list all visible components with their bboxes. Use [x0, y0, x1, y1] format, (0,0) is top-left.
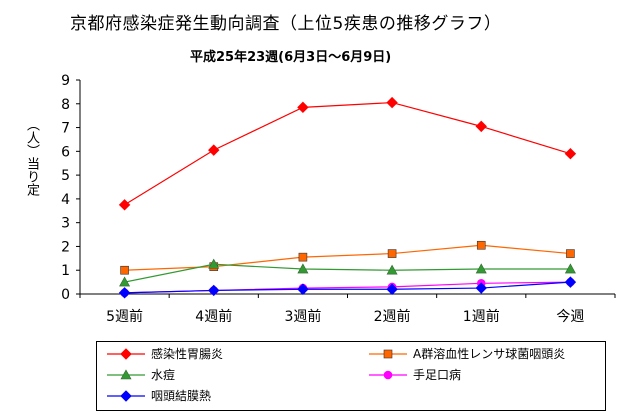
legend-label-0: 感染性胃腸炎: [151, 347, 224, 361]
data-point-0-3: [386, 96, 398, 109]
series-line-1: [124, 244, 571, 271]
series-line-2: [124, 263, 571, 283]
legend-item-3: 手足口病: [367, 367, 461, 383]
data-point-1-0: [120, 265, 129, 275]
data-point-4-1: [208, 284, 220, 297]
series-2: [119, 258, 576, 287]
legend-symbol-4: [107, 390, 145, 402]
legend-marker-2: [120, 369, 132, 380]
y-tick-label: 5: [61, 168, 70, 184]
data-point-2-5: [564, 263, 576, 274]
data-point-4-0: [118, 287, 131, 299]
series-4: [118, 276, 577, 299]
legend-label-3: 手足口病: [413, 368, 462, 382]
y-tick-label: 1: [61, 263, 70, 279]
data-point-1-5: [566, 249, 575, 258]
y-tick-label: 9: [61, 73, 70, 89]
data-point-4-4: [475, 282, 487, 294]
legend-item-0: 感染性胃腸炎: [105, 346, 223, 362]
y-tick-label: 3: [61, 216, 70, 232]
data-point-2-1: [208, 258, 220, 269]
data-point-1-3: [387, 249, 397, 258]
data-point-2-0: [119, 276, 131, 287]
x-tick-label: 1週前: [463, 308, 500, 325]
legend-label-4: 咽頭結膜熱: [151, 389, 212, 403]
x-tick-label: 5週前: [106, 308, 143, 325]
legend-item-4: 咽頭結膜熱: [105, 388, 211, 404]
data-point-0-0: [118, 199, 131, 211]
y-tick-label: 8: [61, 97, 70, 113]
legend-symbol-0: [107, 348, 145, 360]
legend-marker-0: [120, 348, 132, 360]
y-tick-label: 0: [61, 287, 70, 303]
legend-symbol-1: [369, 349, 407, 359]
data-point-0-4: [475, 120, 487, 133]
data-point-0-1: [208, 144, 220, 156]
x-tick-label: 今週: [556, 309, 584, 325]
legend-marker-3: [383, 370, 393, 380]
legend-marker-4: [120, 390, 132, 402]
legend: 感染性胃腸炎 A群溶血性レンサ球菌咽頭炎 水痘 手足口病 咽頭結膜熱: [96, 341, 606, 411]
chart-subtitle: 平成25年23週(6月3日～6月9日): [190, 50, 392, 65]
data-point-4-2: [297, 283, 309, 295]
legend-symbol-3: [369, 370, 407, 380]
x-tick-label: 4週前: [195, 308, 232, 325]
data-point-2-3: [386, 264, 398, 275]
series-line-0: [124, 101, 571, 206]
y-axis-label: （人）当り定: [24, 118, 39, 196]
legend-label-2: 水痘: [151, 368, 176, 382]
legend-marker-1: [383, 349, 393, 359]
data-point-2-4: [475, 263, 487, 274]
legend-item-1: A群溶血性レンサ球菌咽頭炎: [367, 346, 565, 362]
y-tick-label: 4: [61, 192, 70, 208]
data-point-4-3: [386, 283, 398, 295]
y-tick-label: 6: [61, 144, 70, 160]
legend-label-1: A群溶血性レンサ球菌咽頭炎: [413, 347, 566, 361]
legend-item-2: 水痘: [105, 367, 175, 383]
series-line-4: [124, 281, 571, 294]
data-point-4-5: [564, 276, 577, 288]
x-tick-label: 2週前: [374, 308, 411, 325]
data-point-1-2: [298, 252, 308, 262]
series-0: [118, 96, 577, 211]
data-point-1-4: [476, 240, 486, 250]
y-tick-label: 2: [61, 239, 70, 255]
x-tick-label: 3週前: [284, 308, 321, 325]
data-point-2-2: [297, 263, 309, 274]
chart-title: 京都府感染症発生動向調査（上位5疾患の推移グラフ）: [70, 14, 502, 34]
data-point-0-2: [297, 101, 309, 114]
legend-symbol-2: [107, 369, 145, 380]
data-point-0-5: [564, 148, 577, 160]
y-tick-label: 7: [61, 121, 70, 137]
